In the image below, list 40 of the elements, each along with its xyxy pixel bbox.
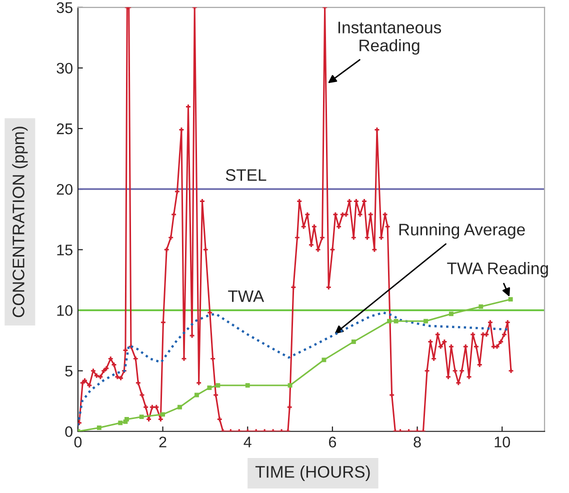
point <box>118 420 123 426</box>
point <box>351 340 356 344</box>
point <box>424 318 428 324</box>
y-axis-title: CONCENTRATION (ppm) <box>12 126 28 318</box>
point <box>216 383 220 388</box>
x-tick-label: 8 <box>414 436 421 448</box>
y-tick-label: 25 <box>56 123 72 134</box>
x-tick-label: 4 <box>244 436 252 448</box>
x-axis-title: TIME (HOURS) <box>255 466 370 482</box>
y-tick-label: 20 <box>56 184 72 195</box>
ref-line-label: TWA <box>228 290 264 302</box>
y-tick-label: 0 <box>65 426 72 438</box>
point <box>508 297 513 302</box>
x-tick-label: 10 <box>494 436 510 448</box>
point <box>387 318 392 324</box>
annotation: Instantaneous Reading <box>338 22 442 55</box>
x-tick-label: 6 <box>328 436 336 448</box>
point <box>139 414 144 420</box>
point <box>124 417 129 422</box>
point <box>394 318 398 324</box>
point <box>194 392 199 398</box>
point <box>207 386 212 390</box>
point <box>96 426 102 430</box>
y-tick-label: 5 <box>65 366 72 376</box>
y-tick-label: 30 <box>56 62 72 74</box>
ref-line-label: STEL <box>226 169 266 181</box>
annotation: TWA Reading <box>447 262 548 278</box>
x-tick-label: 2 <box>159 436 166 448</box>
point <box>288 383 292 388</box>
x-tick-label: 0 <box>74 436 82 448</box>
point <box>478 304 484 309</box>
annotation: Running Average <box>399 223 525 239</box>
point <box>322 358 326 362</box>
y-tick-label: 35 <box>56 2 72 14</box>
y-tick-label: 15 <box>57 244 72 256</box>
point <box>245 383 250 388</box>
point <box>178 404 182 410</box>
point <box>160 412 166 417</box>
y-tick-label: 10 <box>57 305 72 316</box>
point <box>448 312 454 316</box>
